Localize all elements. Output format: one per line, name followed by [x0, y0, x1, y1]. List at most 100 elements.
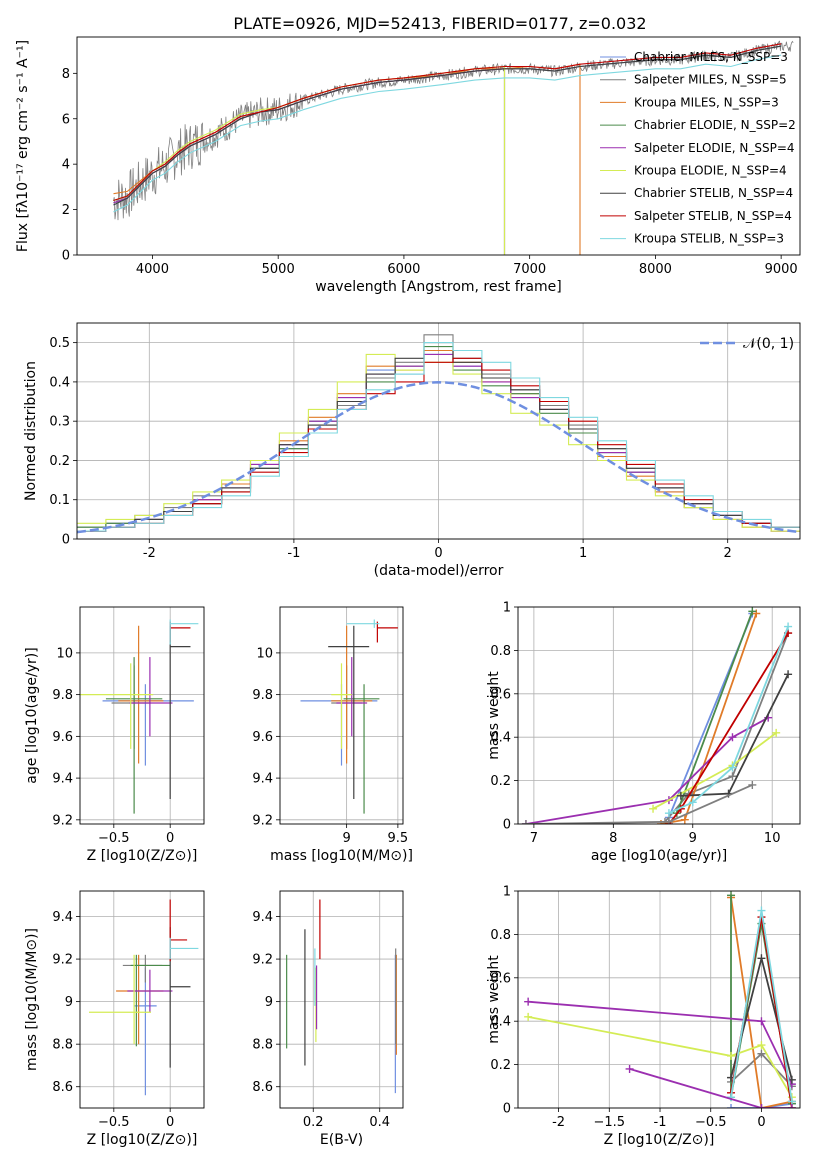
weight-marker — [625, 1064, 634, 1073]
weight-marker — [664, 809, 673, 818]
x-tick-label: 9 — [689, 831, 697, 846]
x-tick-label: 5000 — [262, 262, 295, 277]
legend-label: Chabrier MILES, N_SSP=3 — [634, 50, 788, 64]
plot-area — [89, 899, 199, 1096]
weight-marker — [727, 891, 736, 900]
x-tick-label: -1 — [654, 1115, 667, 1130]
x-tick-label: 4000 — [136, 262, 169, 277]
legend-label: Kroupa STELIB, N_SSP=3 — [634, 232, 784, 246]
weight-line — [525, 716, 769, 824]
axes-frame — [279, 890, 404, 1109]
x-tick-label: 9.5 — [388, 831, 409, 846]
model-series-line — [113, 54, 782, 213]
normal-curve — [77, 381, 800, 534]
figure-title: PLATE=0926, MJD=52413, FIBERID=0177, z=0… — [233, 14, 646, 33]
panel-mass-vs-Z: −0.5 0 8.6 8.8 9 9.2 9.4 Z [log10(Z/Z⊙)] mass [l… — [24, 890, 205, 1148]
x-axis-label: mass [log10(M/M⊙)] — [270, 848, 413, 864]
weight-marker — [649, 804, 658, 813]
weight-marker — [524, 997, 533, 1006]
y-tick-label: 9.6 — [252, 730, 273, 745]
legend-label: 𝒩(0, 1) — [743, 336, 794, 352]
legend-label: Salpeter STELIB, N_SSP=4 — [634, 209, 792, 223]
weight-marker — [728, 763, 737, 772]
y-tick-label: 9.2 — [252, 953, 273, 968]
y-tick-label: 0.3 — [49, 415, 70, 430]
panel-spectrum: 4000 5000 6000 7000 8000 9000 0 2 4 6 8 wavelength … — [15, 36, 801, 295]
x-axis-label: Z [log10(Z/Z⊙)] — [87, 1132, 198, 1148]
x-tick-label: 6000 — [387, 262, 420, 277]
x-tick-label: −0.5 — [98, 1115, 130, 1130]
axes-frame — [279, 606, 404, 825]
x-tick-label: 0 — [757, 1115, 765, 1130]
weight-line — [668, 626, 789, 814]
x-tick-label: 0 — [166, 1115, 174, 1130]
x-axis-label: age [log10(age/yr)] — [591, 848, 727, 864]
y-tick-label: 1 — [503, 885, 511, 900]
y-tick-label: 9.4 — [52, 772, 73, 787]
x-tick-label: −0.5 — [695, 1115, 727, 1130]
x-tick-label: 8000 — [639, 262, 672, 277]
plot-area — [524, 891, 796, 1108]
axes-frame — [79, 606, 205, 825]
weight-marker — [521, 820, 530, 824]
weight-marker — [680, 815, 689, 824]
weight-marker — [787, 1104, 796, 1108]
y-tick-label: 8.6 — [252, 1080, 273, 1095]
y-tick-label: 8 — [62, 67, 70, 82]
x-tick-label: −1.5 — [594, 1115, 626, 1130]
y-tick-label: 0.8 — [490, 644, 511, 659]
weight-marker — [757, 1104, 766, 1108]
y-tick-label: 10 — [56, 646, 73, 661]
plot-area — [286, 899, 397, 1094]
y-tick-label: 8.8 — [52, 1038, 73, 1053]
legend-label: Salpeter MILES, N_SSP=5 — [634, 73, 787, 87]
y-axis-label: Flux [fλ10⁻¹⁷ erg cm⁻² s⁻¹ A⁻¹] — [15, 40, 31, 252]
weight-marker — [727, 1051, 736, 1060]
x-tick-label: 10 — [764, 831, 781, 846]
weight-marker — [664, 817, 673, 824]
panel-residuals: -2 -1 0 1 2 0 0.1 0.2 0.3 0.4 0.5 (data-model)/erro… — [23, 322, 801, 579]
y-axis-label: mass weight — [486, 671, 502, 760]
x-tick-label: 1 — [579, 546, 587, 561]
y-tick-label: 0.2 — [490, 774, 511, 789]
y-tick-label: 10 — [256, 646, 273, 661]
model-series-line — [113, 43, 782, 202]
x-tick-label: -2 — [143, 546, 156, 561]
panel-mass-vs-ebv: 0.2 0.4 8.6 8.8 9 9.2 9.4 E(B-V) — [252, 890, 404, 1148]
y-tick-label: 9.4 — [52, 910, 73, 925]
weight-marker — [784, 670, 793, 679]
y-tick-label: 9.2 — [252, 813, 273, 828]
x-axis-label: E(B-V) — [320, 1132, 363, 1148]
x-tick-label: 7000 — [513, 262, 546, 277]
panel-weight-vs-age: 7 8 9 10 0 0.2 0.4 0.6 0.8 1 age [log10(age/yr)] ma… — [486, 601, 801, 864]
model-series-line — [113, 45, 782, 206]
y-tick-label: 0.8 — [490, 928, 511, 943]
x-axis-label: Z [log10(Z/Z⊙)] — [604, 1132, 715, 1148]
x-tick-label: −0.5 — [98, 831, 130, 846]
y-tick-label: 0 — [503, 1102, 511, 1117]
legend-label: Kroupa MILES, N_SSP=3 — [634, 95, 779, 109]
x-tick-label: 0.2 — [303, 1115, 324, 1130]
x-tick-label: 0 — [166, 831, 174, 846]
axes-frame — [76, 36, 801, 256]
y-tick-label: 9.2 — [52, 953, 73, 968]
y-tick-label: 0.4 — [49, 375, 70, 390]
y-tick-label: 8.8 — [252, 1038, 273, 1053]
axes-frame — [517, 890, 801, 1109]
y-tick-label: 9 — [65, 995, 73, 1010]
histogram-step — [77, 357, 800, 532]
weight-line — [731, 1102, 793, 1108]
plot-area — [77, 334, 800, 534]
weight-marker — [757, 954, 766, 963]
x-tick-label: 2 — [724, 546, 732, 561]
x-axis-label: (data-model)/error — [374, 563, 504, 579]
histogram-step — [77, 342, 800, 532]
y-tick-label: 9.2 — [52, 813, 73, 828]
plot-area — [113, 40, 794, 255]
weight-marker — [728, 772, 737, 781]
legend-label: Chabrier ELODIE, N_SSP=2 — [634, 118, 796, 132]
plot-area — [521, 607, 793, 824]
x-tick-label: 0.4 — [369, 1115, 390, 1130]
weight-marker — [524, 1012, 533, 1021]
